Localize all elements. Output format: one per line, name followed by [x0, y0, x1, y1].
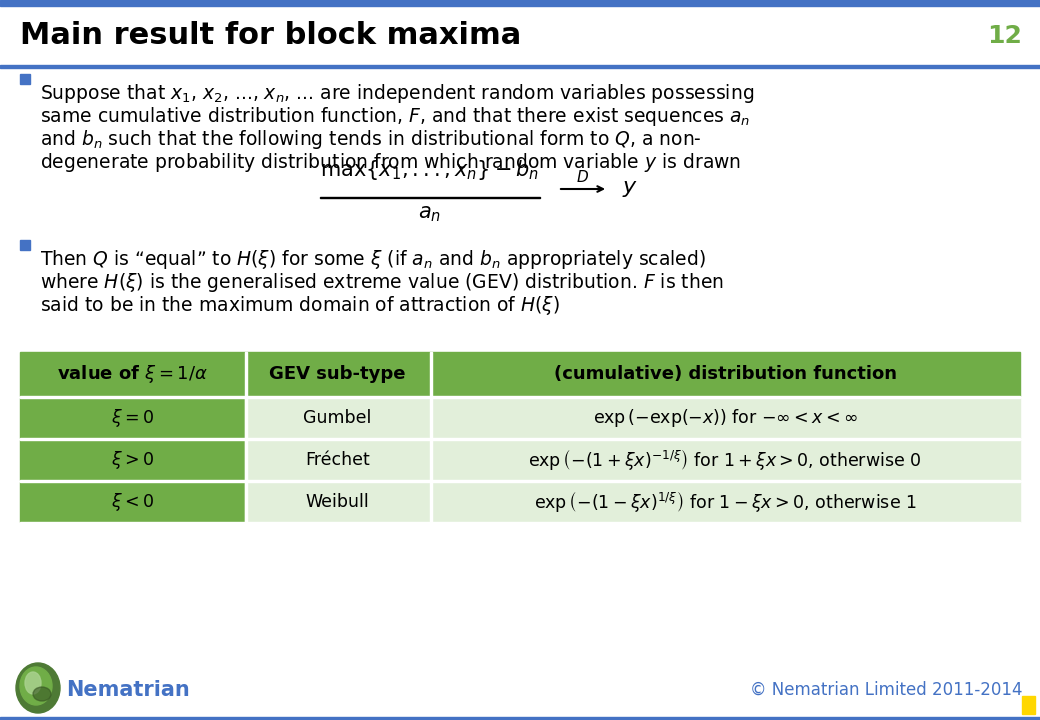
- Text: where $H(\xi)$ is the generalised extreme value (GEV) distribution. $F$ is then: where $H(\xi)$ is the generalised extrem…: [40, 271, 724, 294]
- Bar: [0, 6, 1040, 65]
- Text: © Nematrian Limited 2011-2014: © Nematrian Limited 2011-2014: [750, 681, 1022, 699]
- Bar: [245, 398, 248, 438]
- Text: $\xi < 0$: $\xi < 0$: [111, 491, 154, 513]
- Bar: [245, 440, 248, 480]
- Text: Then $Q$ is “equal” to $H(\xi)$ for some $\xi$ (if $a_n$ and $b_n$ appropriately: Then $Q$ is “equal” to $H(\xi)$ for some…: [40, 248, 706, 271]
- Text: $\exp\left(-\exp(-x)\right)$ for $-\infty < x < \infty$: $\exp\left(-\exp(-x)\right)$ for $-\inft…: [593, 407, 857, 429]
- Bar: [245, 352, 248, 396]
- Ellipse shape: [25, 672, 41, 694]
- Text: 12: 12: [987, 24, 1022, 48]
- Bar: [245, 482, 1020, 522]
- Text: same cumulative distribution function, $F$, and that there exist sequences $a_n$: same cumulative distribution function, $…: [40, 105, 751, 128]
- Bar: [20, 74, 30, 84]
- Text: degenerate probability distribution from which random variable $y$ is drawn: degenerate probability distribution from…: [40, 151, 742, 174]
- Bar: [20, 440, 245, 480]
- Ellipse shape: [33, 687, 51, 701]
- Text: said to be in the maximum domain of attraction of $H(\xi)$: said to be in the maximum domain of attr…: [40, 294, 561, 317]
- Text: $\xi > 0$: $\xi > 0$: [111, 449, 154, 471]
- Bar: [430, 352, 432, 396]
- Text: (cumulative) distribution function: (cumulative) distribution function: [553, 365, 896, 383]
- Text: $\exp\left(-(1-\xi x)^{1/\xi}\right)$ for $1-\xi x > 0$, otherwise $1$: $\exp\left(-(1-\xi x)^{1/\xi}\right)$ fo…: [534, 490, 916, 515]
- Bar: [20, 240, 30, 250]
- Bar: [320, 197, 540, 198]
- Bar: [0, 65, 1040, 68]
- Text: Main result for block maxima: Main result for block maxima: [20, 22, 521, 50]
- Bar: [430, 398, 432, 438]
- Text: Weibull: Weibull: [306, 493, 369, 511]
- Bar: [1022, 696, 1035, 714]
- Text: and $b_n$ such that the following tends in distributional form to $Q$, a non-: and $b_n$ such that the following tends …: [40, 128, 702, 151]
- Bar: [0, 717, 1040, 720]
- Bar: [20, 396, 1020, 398]
- Text: $D$: $D$: [576, 169, 590, 185]
- Text: Nematrian: Nematrian: [66, 680, 189, 700]
- Bar: [245, 398, 1020, 438]
- Text: $\xi = 0$: $\xi = 0$: [111, 407, 154, 429]
- Bar: [0, 0, 1040, 6]
- Bar: [20, 522, 1020, 524]
- Text: Fréchet: Fréchet: [305, 451, 370, 469]
- Bar: [20, 398, 245, 438]
- Ellipse shape: [16, 663, 60, 713]
- Bar: [20, 438, 1020, 440]
- Text: value of $\xi = 1/\alpha$: value of $\xi = 1/\alpha$: [57, 363, 208, 385]
- Bar: [20, 482, 245, 522]
- Text: Suppose that $x_1$, $x_2$, ..., $x_n$, ... are independent random variables poss: Suppose that $x_1$, $x_2$, ..., $x_n$, .…: [40, 82, 754, 105]
- Bar: [20, 480, 1020, 482]
- Bar: [245, 440, 1020, 480]
- Text: GEV sub-type: GEV sub-type: [269, 365, 406, 383]
- Bar: [245, 482, 248, 522]
- Text: $\exp\left(-(1+\xi x)^{-1/\xi}\right)$ for $1+\xi x > 0$, otherwise $0$: $\exp\left(-(1+\xi x)^{-1/\xi}\right)$ f…: [528, 448, 921, 472]
- Text: $a_n$: $a_n$: [418, 204, 442, 224]
- Bar: [430, 440, 432, 480]
- Bar: [20, 352, 1020, 396]
- Text: Gumbel: Gumbel: [304, 409, 371, 427]
- Bar: [430, 482, 432, 522]
- Ellipse shape: [20, 667, 52, 705]
- Text: $\mathrm{max}\left\{x_1,...,x_n\right\} - b_n$: $\mathrm{max}\left\{x_1,...,x_n\right\} …: [320, 158, 540, 182]
- Text: $y$: $y$: [622, 179, 638, 199]
